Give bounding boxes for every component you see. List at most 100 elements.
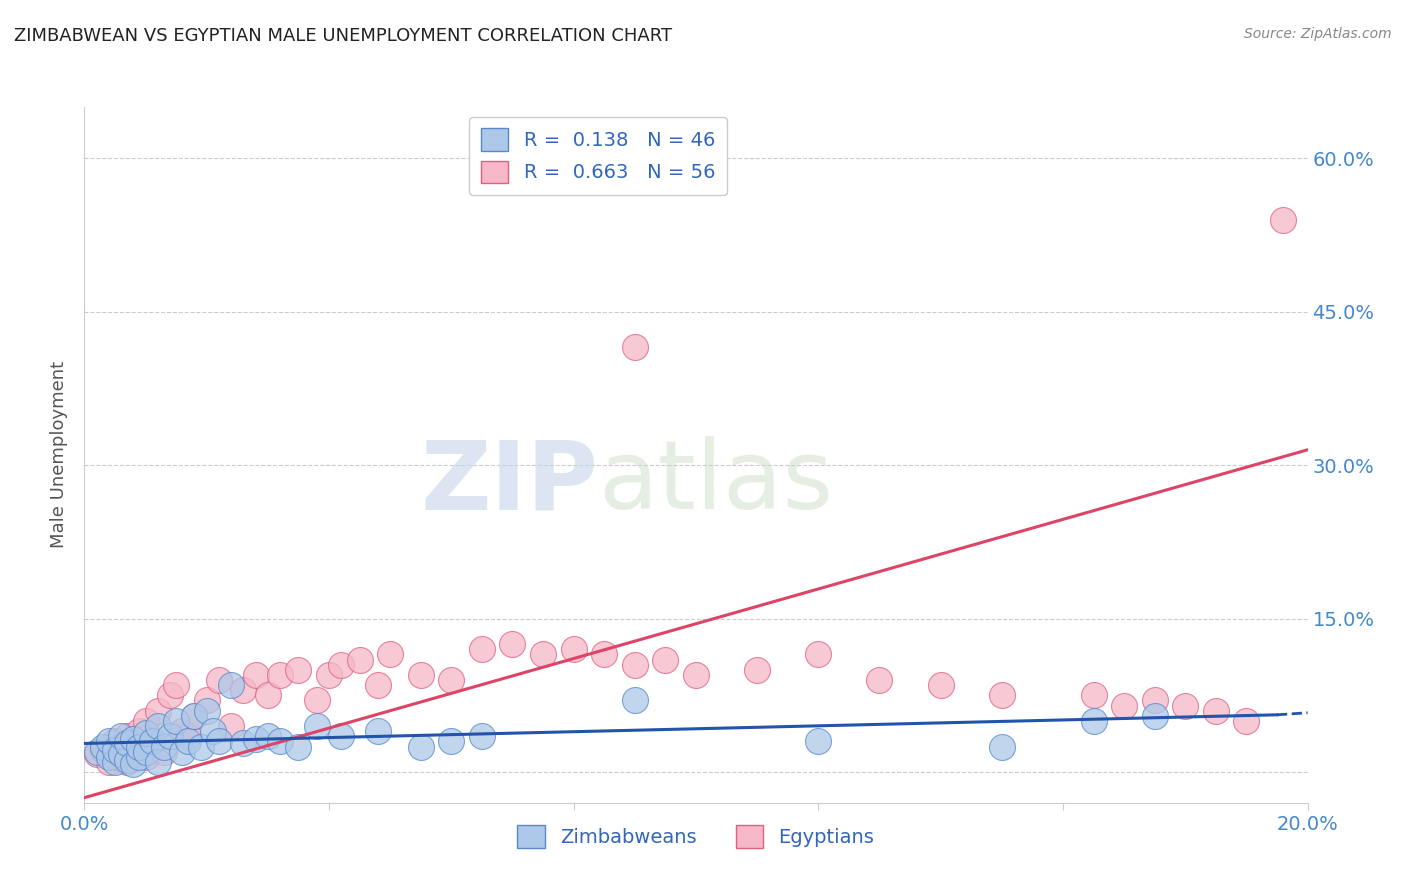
Point: [440, 673, 463, 687]
Point: [624, 341, 647, 355]
Point: [929, 678, 952, 692]
Point: [367, 678, 389, 692]
Point: [807, 648, 830, 662]
Point: [172, 724, 194, 739]
Point: [195, 704, 218, 718]
Point: [153, 739, 176, 754]
Point: [122, 732, 145, 747]
Point: [159, 729, 181, 743]
Point: [91, 739, 114, 754]
Point: [1236, 714, 1258, 728]
Point: [380, 648, 402, 662]
Point: [232, 736, 254, 750]
Point: [141, 734, 163, 748]
Point: [97, 749, 120, 764]
Point: [219, 678, 242, 692]
Point: [141, 734, 163, 748]
Point: [115, 755, 138, 769]
Point: [97, 734, 120, 748]
Point: [135, 749, 157, 764]
Point: [869, 673, 891, 687]
Point: [440, 734, 463, 748]
Point: [245, 732, 267, 747]
Point: [219, 719, 242, 733]
Point: [86, 747, 108, 761]
Point: [330, 729, 353, 743]
Point: [991, 739, 1014, 754]
Text: atlas: atlas: [598, 436, 834, 529]
Point: [593, 648, 616, 662]
Point: [172, 745, 194, 759]
Point: [177, 734, 200, 748]
Point: [208, 673, 231, 687]
Point: [409, 668, 432, 682]
Point: [146, 755, 169, 769]
Point: [190, 739, 212, 754]
Text: Source: ZipAtlas.com: Source: ZipAtlas.com: [1244, 27, 1392, 41]
Point: [991, 689, 1014, 703]
Point: [1143, 708, 1166, 723]
Point: [1083, 714, 1105, 728]
Point: [110, 739, 132, 754]
Point: [1143, 693, 1166, 707]
Point: [146, 704, 169, 718]
Point: [1205, 704, 1227, 718]
Point: [115, 753, 138, 767]
Point: [135, 745, 157, 759]
Point: [135, 726, 157, 740]
Point: [91, 742, 114, 756]
Point: [562, 642, 585, 657]
Point: [232, 683, 254, 698]
Point: [685, 668, 707, 682]
Point: [305, 719, 328, 733]
Point: [201, 724, 224, 739]
Point: [128, 749, 150, 764]
Point: [146, 719, 169, 733]
Point: [257, 729, 280, 743]
Point: [153, 745, 176, 759]
Point: [104, 749, 127, 764]
Point: [115, 729, 138, 743]
Text: ZIMBABWEAN VS EGYPTIAN MALE UNEMPLOYMENT CORRELATION CHART: ZIMBABWEAN VS EGYPTIAN MALE UNEMPLOYMENT…: [14, 27, 672, 45]
Point: [269, 734, 291, 748]
Point: [287, 663, 309, 677]
Point: [183, 708, 205, 723]
Text: ZIP: ZIP: [420, 436, 598, 529]
Point: [115, 736, 138, 750]
Point: [409, 739, 432, 754]
Point: [330, 657, 353, 672]
Point: [367, 724, 389, 739]
Point: [747, 663, 769, 677]
Point: [305, 693, 328, 707]
Point: [104, 734, 127, 748]
Legend: Zimbabweans, Egyptians: Zimbabweans, Egyptians: [510, 818, 882, 855]
Point: [1083, 689, 1105, 703]
Point: [287, 739, 309, 754]
Point: [257, 689, 280, 703]
Point: [104, 742, 127, 756]
Point: [1174, 698, 1197, 713]
Point: [1114, 698, 1136, 713]
Point: [471, 642, 494, 657]
Point: [104, 755, 127, 769]
Point: [349, 652, 371, 666]
Point: [807, 734, 830, 748]
Point: [128, 739, 150, 754]
Point: [177, 729, 200, 743]
Point: [165, 714, 187, 728]
Point: [195, 693, 218, 707]
Point: [110, 729, 132, 743]
Point: [654, 652, 676, 666]
Point: [624, 693, 647, 707]
Point: [159, 689, 181, 703]
Point: [165, 678, 187, 692]
Point: [245, 668, 267, 682]
Point: [86, 745, 108, 759]
Point: [1272, 212, 1295, 227]
Point: [122, 756, 145, 771]
Point: [531, 648, 554, 662]
Point: [122, 745, 145, 759]
Point: [624, 657, 647, 672]
Point: [110, 747, 132, 761]
Point: [97, 755, 120, 769]
